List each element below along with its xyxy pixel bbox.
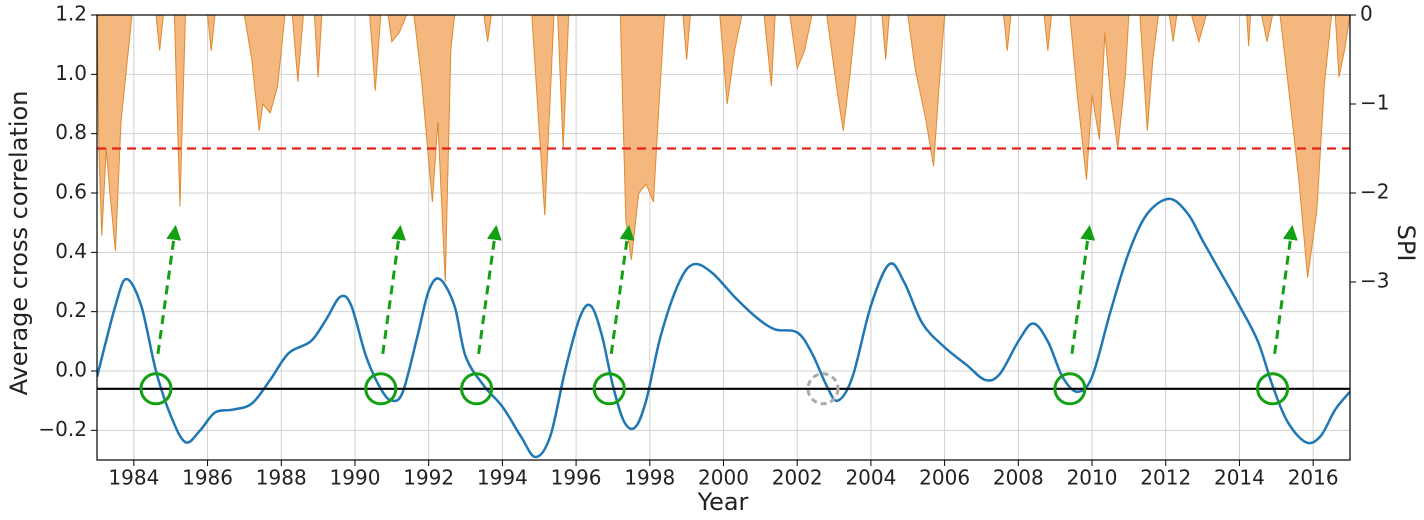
y2-axis-title: SPI xyxy=(1392,225,1420,262)
x-tick-label: 1986 xyxy=(182,466,233,490)
y-tick-label: 1.2 xyxy=(55,2,87,26)
event-arrow xyxy=(1070,224,1096,355)
y-tick-label: 1.0 xyxy=(55,61,87,85)
y-tick-label: 0.6 xyxy=(55,180,87,204)
y-axis-title: Average cross correlation xyxy=(5,91,33,396)
x-tick-label: 2004 xyxy=(845,466,896,490)
y-tick-label: 0.0 xyxy=(55,358,87,382)
plot-area xyxy=(97,15,1350,459)
x-tick-label: 2012 xyxy=(1140,466,1191,490)
excluded-event-circle xyxy=(806,372,840,406)
x-tick-label: 2002 xyxy=(772,466,823,490)
event-arrow xyxy=(1273,224,1298,355)
x-tick-label: 2014 xyxy=(1214,466,1265,490)
x-tick-label: 1984 xyxy=(108,466,159,490)
x-tick-label: 2016 xyxy=(1288,466,1339,490)
grid xyxy=(97,14,1350,460)
y-tick-label: −0.2 xyxy=(38,417,87,441)
event-circle xyxy=(139,372,173,406)
y2-tick-label: −2 xyxy=(1360,180,1389,204)
x-tick-label: 1994 xyxy=(477,466,528,490)
x-tick-label: 1988 xyxy=(256,466,307,490)
correlation-line xyxy=(97,197,1350,459)
y-tick-label: 0.4 xyxy=(55,239,87,263)
event-arrow xyxy=(477,224,502,355)
y2-tick-label: 0 xyxy=(1360,2,1373,26)
event-circle xyxy=(364,372,398,406)
plot-frame xyxy=(96,14,1351,461)
y-tick-label: 0.8 xyxy=(55,120,87,144)
y2-tick-label: −1 xyxy=(1360,91,1389,115)
event-circle xyxy=(592,372,626,406)
x-tick-label: 1990 xyxy=(330,466,381,490)
x-tick-label: 1996 xyxy=(551,466,602,490)
event-circle xyxy=(1256,372,1290,406)
event-arrow xyxy=(156,224,182,355)
event-arrow xyxy=(609,224,635,355)
x-tick-label: 2006 xyxy=(919,466,970,490)
event-circle xyxy=(460,372,494,406)
x-tick-label: 2000 xyxy=(698,466,749,490)
spi-area xyxy=(97,15,1350,283)
y2-tick-label: −3 xyxy=(1360,269,1389,293)
y-tick-label: 0.2 xyxy=(55,298,87,322)
x-tick-label: 1992 xyxy=(403,466,454,490)
event-circle xyxy=(1053,372,1087,406)
x-tick-label: 2010 xyxy=(1067,466,1118,490)
x-tick-label: 1998 xyxy=(624,466,675,490)
event-arrow xyxy=(381,224,406,355)
x-axis-title: Year xyxy=(697,488,749,516)
x-tick-label: 2008 xyxy=(993,466,1044,490)
